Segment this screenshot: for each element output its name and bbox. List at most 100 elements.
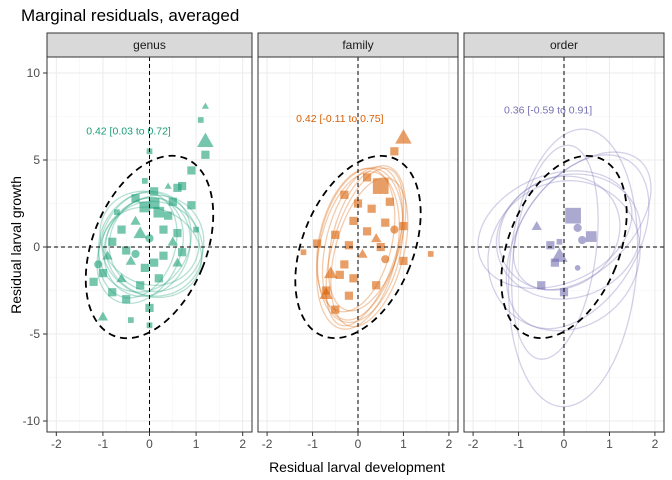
x-tick-label: 2: [652, 437, 659, 451]
confidence-ellipse: [477, 170, 633, 290]
x-tick-label: 0: [355, 437, 362, 451]
data-point-square: [193, 226, 199, 233]
data-point-square: [340, 190, 349, 199]
data-point-triangle: [324, 266, 338, 279]
data-point-square: [114, 209, 120, 216]
data-point-triangle: [172, 257, 183, 267]
chart-title: Marginal residuals, averaged: [21, 6, 239, 25]
confidence-ellipse: [505, 154, 650, 330]
data-point-square: [312, 239, 322, 248]
data-point-square: [131, 194, 140, 203]
data-point-square: [331, 305, 340, 314]
panel-plot-area: [464, 57, 664, 432]
data-point-square: [154, 274, 163, 283]
x-tick-label: 1: [400, 437, 407, 451]
data-point-square: [349, 274, 358, 283]
data-point-square: [150, 187, 159, 196]
data-point-square: [349, 216, 358, 225]
facet-panel-family: family 0.42 [-0.11 to 0.75] -2 -1 0 1 2: [257, 32, 459, 451]
panel-plot-area: [258, 57, 458, 432]
data-point-square: [546, 241, 555, 250]
data-point-square: [385, 197, 394, 206]
data-point-square: [122, 295, 131, 304]
facet-strip: [46, 32, 253, 58]
data-point-circle: [131, 249, 140, 259]
data-point-triangle: [319, 287, 333, 299]
data-point-square: [139, 201, 151, 213]
data-point-circle: [390, 225, 399, 234]
x-tick-label: -2: [51, 437, 62, 451]
data-point-triangle: [125, 255, 136, 265]
data-point-square: [399, 222, 408, 231]
data-point-square: [427, 251, 434, 257]
correlation-annotation: 0.36 [-0.59 to 0.91]: [504, 105, 592, 117]
data-point-square: [565, 207, 581, 224]
x-tick-label: -2: [468, 437, 479, 451]
data-point-triangle: [531, 220, 542, 230]
data-point-triangle: [97, 311, 109, 321]
data-point-square: [150, 258, 159, 267]
facet-strip-label: family: [342, 38, 373, 52]
y-tick-label: 5: [33, 153, 40, 167]
x-tick-label: 1: [606, 437, 613, 451]
data-point-square: [340, 260, 349, 269]
data-point-square: [300, 249, 307, 256]
data-point-triangle: [357, 248, 368, 258]
x-tick-label: 0: [561, 437, 568, 451]
confidence-ellipse: [507, 128, 639, 408]
x-tick-label: 1: [193, 437, 200, 451]
data-point-triangle: [201, 102, 209, 109]
data-point-square: [141, 178, 148, 184]
confidence-ellipse: [96, 196, 184, 305]
confidence-ellipse: [105, 200, 204, 297]
x-tick-label: -1: [98, 437, 109, 451]
x-axis-title: Residual larval development: [269, 459, 445, 475]
reference-ellipse: [84, 154, 215, 340]
confidence-ellipse: [495, 173, 642, 300]
data-point-square: [173, 183, 182, 192]
confidence-ellipse: [321, 166, 404, 321]
x-tick-label: 2: [446, 437, 453, 451]
data-point-square: [178, 248, 187, 257]
x-tick-label: -2: [262, 437, 273, 451]
y-tick-label: 10: [27, 66, 41, 80]
x-tick-label: 2: [239, 437, 246, 451]
data-point-square: [145, 303, 154, 312]
data-point-square: [201, 150, 210, 159]
data-point-square: [164, 211, 173, 220]
data-point-square: [556, 238, 563, 245]
data-point-square: [122, 246, 131, 255]
y-tick-label: -5: [29, 327, 40, 341]
correlation-annotation: 0.42 [-0.11 to 0.75]: [296, 113, 383, 125]
data-point-square: [390, 147, 399, 156]
data-point-circle: [381, 255, 390, 264]
data-point-square: [197, 117, 204, 123]
data-point-square: [136, 281, 145, 290]
data-point-square: [331, 230, 340, 239]
data-point-circle: [574, 265, 581, 271]
facet-strip-label: genus: [133, 38, 166, 52]
y-tick-label: -10: [23, 414, 41, 428]
data-point-square: [353, 199, 363, 208]
data-point-square: [108, 237, 117, 246]
data-point-square: [381, 218, 390, 227]
data-point-square: [559, 288, 569, 297]
data-point-triangle: [130, 215, 141, 225]
reference-ellipse: [294, 154, 422, 340]
data-point-circle: [94, 260, 103, 269]
confidence-ellipse: [327, 165, 407, 312]
facet-strip: [463, 32, 665, 58]
confidence-ellipse: [108, 194, 205, 293]
data-point-triangle: [167, 236, 178, 246]
data-point-triangle: [395, 129, 412, 144]
data-point-square: [159, 251, 168, 260]
data-point-square: [362, 173, 372, 182]
data-point-circle: [578, 235, 587, 245]
data-point-square: [159, 225, 168, 234]
data-point-triangle: [371, 233, 382, 243]
data-point-square: [168, 197, 177, 206]
panel-plot-area: [47, 57, 252, 432]
confidence-ellipse: [498, 175, 621, 291]
correlation-annotation: 0.42 [0.03 to 0.72]: [86, 125, 171, 137]
